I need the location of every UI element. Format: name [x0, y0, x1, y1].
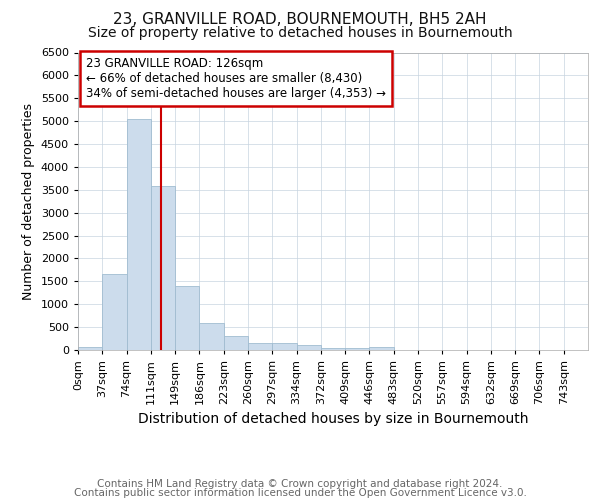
Bar [370, 348, 394, 350]
Bar [296, 346, 321, 350]
Text: 23 GRANVILLE ROAD: 126sqm
← 66% of detached houses are smaller (8,430)
34% of se: 23 GRANVILLE ROAD: 126sqm ← 66% of detac… [86, 57, 386, 100]
Bar [248, 343, 272, 350]
Text: 23, GRANVILLE ROAD, BOURNEMOUTH, BH5 2AH: 23, GRANVILLE ROAD, BOURNEMOUTH, BH5 2AH [113, 12, 487, 28]
Bar [321, 348, 345, 350]
Bar [345, 348, 370, 350]
Bar [175, 286, 199, 350]
X-axis label: Distribution of detached houses by size in Bournemouth: Distribution of detached houses by size … [138, 412, 528, 426]
Bar [199, 322, 224, 350]
Bar [78, 346, 102, 350]
Text: Contains public sector information licensed under the Open Government Licence v3: Contains public sector information licen… [74, 488, 526, 498]
Y-axis label: Number of detached properties: Number of detached properties [22, 103, 35, 300]
Bar [272, 343, 296, 350]
Bar [102, 274, 127, 350]
Bar [224, 336, 248, 350]
Bar [151, 186, 175, 350]
Text: Size of property relative to detached houses in Bournemouth: Size of property relative to detached ho… [88, 26, 512, 40]
Text: Contains HM Land Registry data © Crown copyright and database right 2024.: Contains HM Land Registry data © Crown c… [97, 479, 503, 489]
Bar [127, 119, 151, 350]
